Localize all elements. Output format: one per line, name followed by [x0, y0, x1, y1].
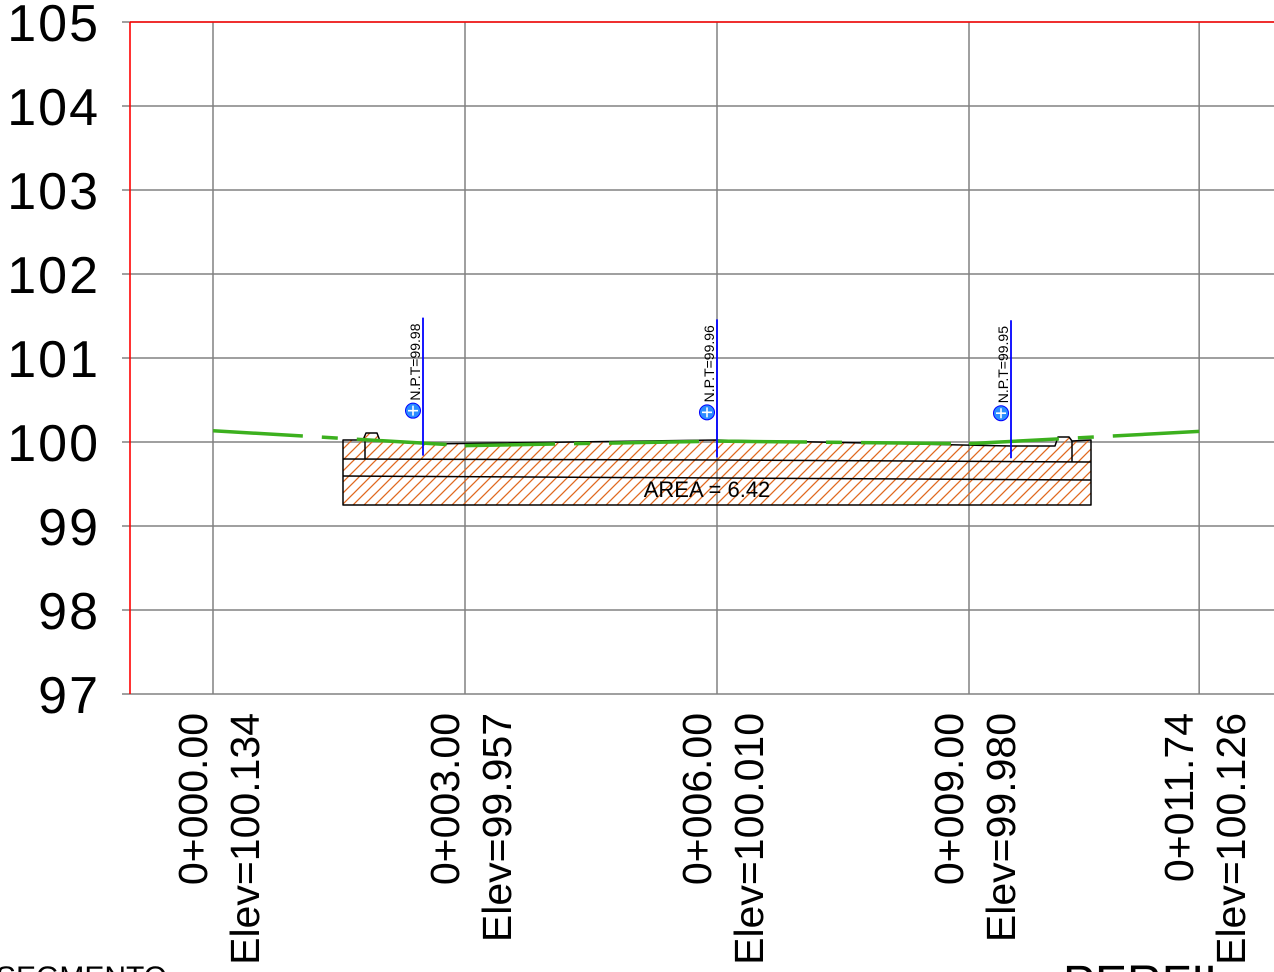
y-tick-label: 101	[7, 331, 100, 389]
x-tick-elevation-label: Elev=100.134	[222, 713, 268, 965]
x-tick-elevation-label: Elev=100.010	[726, 713, 772, 965]
footer: SEGMENTO PERFIL	[0, 957, 1231, 972]
x-axis-labels: 0+000.00 Elev=100.134 0+003.00 Elev=99.957 0…	[170, 713, 1254, 965]
npt-marker: N.P.T=99.96	[699, 319, 718, 458]
y-tick-label: 104	[7, 79, 100, 137]
pavement-layer-line	[342, 475, 1092, 481]
y-tick-label: 100	[7, 415, 100, 473]
crosshair-icon	[993, 405, 1009, 422]
x-tick-elevation-label: Elev=100.126	[1208, 713, 1254, 965]
crosshair-cross	[702, 407, 712, 418]
ground-line-segment	[464, 439, 718, 448]
ground-line-segment	[968, 429, 1200, 446]
x-tick-elevation-label: Elev=99.980	[978, 713, 1024, 942]
npt-label: N.P.T=99.98	[407, 323, 423, 400]
x-tick-elevation-label: Elev=99.957	[474, 713, 520, 942]
y-tick-label: 102	[7, 247, 100, 305]
y-axis-labels: 97 98 99 100 101 102 103 104 105	[7, 0, 100, 725]
y-tick-label: 97	[38, 667, 100, 725]
npt-label: N.P.T=99.95	[995, 326, 1011, 403]
npt-marker: N.P.T=99.98	[405, 317, 424, 456]
x-tick-station-label: 0+009.00	[926, 713, 972, 885]
crosshair-cross	[408, 405, 418, 416]
footer-right-text: PERFIL	[1063, 957, 1231, 972]
pavement-hatched-area	[342, 432, 1092, 506]
crosshair-cross	[996, 408, 1006, 419]
x-tick-station-label: 0+000.00	[170, 713, 216, 885]
y-tick-label: 98	[38, 583, 100, 641]
plot-frame	[129, 21, 1274, 694]
npt-marker: N.P.T=99.95	[993, 320, 1012, 459]
ground-line-segment	[716, 439, 970, 446]
npt-label: N.P.T=99.96	[701, 325, 717, 402]
footer-left-text: SEGMENTO	[0, 961, 167, 972]
crosshair-icon	[699, 404, 715, 421]
y-tick-label: 105	[7, 0, 100, 53]
crosshair-icon	[405, 402, 421, 419]
x-tick-station-label: 0+011.74	[1156, 713, 1202, 882]
x-tick-station-label: 0+003.00	[422, 713, 468, 885]
x-tick-station-label: 0+006.00	[674, 713, 720, 885]
area-label: AREA = 6.42	[644, 477, 771, 502]
pavement-layer-line	[342, 458, 1092, 463]
y-tick-label: 103	[7, 163, 100, 221]
y-tick-label: 99	[38, 499, 100, 557]
npt-markers: N.P.T=99.98 N.P.T=99.96 N.P.T=99.95	[405, 317, 1012, 459]
pavement-structure	[342, 432, 1092, 506]
